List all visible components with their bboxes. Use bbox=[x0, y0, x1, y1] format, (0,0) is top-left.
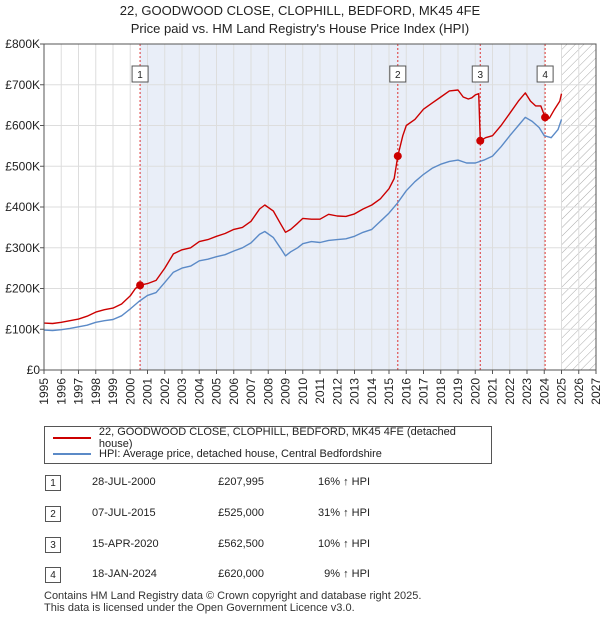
legend-label-hpi: HPI: Average price, detached house, Cent… bbox=[99, 448, 382, 460]
x-tick-label: 2020 bbox=[468, 378, 482, 405]
table-row: 4 18-JAN-2024 £620,000 9% ↑ HPI bbox=[0, 567, 600, 589]
y-tick-label: £0 bbox=[27, 363, 41, 377]
chart-title: 22, GOODWOOD CLOSE, CLOPHILL, BEDFORD, M… bbox=[119, 3, 481, 18]
table-row: 1 28-JUL-2000 £207,995 16% ↑ HPI bbox=[0, 475, 600, 497]
legend-label-property: 22, GOODWOOD CLOSE, CLOPHILL, BEDFORD, M… bbox=[98, 426, 456, 450]
sale-label-box bbox=[536, 65, 554, 83]
x-tick-label: 2018 bbox=[434, 378, 448, 405]
x-tick-label: 2007 bbox=[244, 378, 258, 405]
sale-date: 15-APR-2020 bbox=[92, 538, 159, 550]
x-tick-label: 1998 bbox=[89, 378, 103, 405]
y-tick-label: £700K bbox=[5, 78, 40, 92]
x-tick-label: 2027 bbox=[589, 378, 600, 405]
y-tick-label: £600K bbox=[5, 119, 40, 133]
table-row: 3 15-APR-2020 £562,500 10% ↑ HPI bbox=[0, 537, 600, 559]
legend-line-property bbox=[53, 437, 91, 439]
x-tick-label: 2008 bbox=[261, 378, 275, 405]
price-chart: 1 2 3 4 £0 £100K £200K £300K £400K £500K £600K £70… bbox=[5, 37, 600, 405]
x-tick-label: 2023 bbox=[520, 378, 534, 405]
footer: Contains HM Land Registry data © Crown c… bbox=[44, 590, 421, 614]
footer-license: This data is licensed under the Open Gov… bbox=[44, 602, 355, 614]
x-tick-label: 2005 bbox=[210, 378, 224, 405]
sale-price: £525,000 bbox=[218, 507, 264, 519]
x-tick-label: 2016 bbox=[399, 378, 413, 405]
x-tick-label: 1996 bbox=[54, 378, 68, 405]
sale-label-number: 2 bbox=[395, 70, 401, 81]
sale-date: 07-JUL-2015 bbox=[92, 507, 156, 519]
y-tick-label: £100K bbox=[5, 322, 40, 336]
legend-item-hpi: HPI: Average price, detached house, Cent… bbox=[53, 446, 382, 462]
sale-label-number: 4 bbox=[542, 70, 548, 81]
sale-price: £562,500 bbox=[218, 538, 264, 550]
sale-hpi-diff: 10% ↑ HPI bbox=[318, 538, 370, 550]
x-tick-label: 1995 bbox=[37, 378, 51, 405]
legend-line-hpi bbox=[53, 453, 91, 455]
x-tick-label: 2022 bbox=[503, 378, 517, 405]
sale-hpi-diff: 9% ↑ HPI bbox=[324, 568, 370, 580]
x-tick-label: 2024 bbox=[537, 378, 551, 405]
legend-item-property: 22, GOODWOOD CLOSE, CLOPHILL, BEDFORD, M… bbox=[53, 426, 491, 450]
x-tick-label: 1999 bbox=[106, 378, 120, 405]
sale-price: £620,000 bbox=[218, 568, 264, 580]
y-tick-label: £200K bbox=[5, 282, 40, 296]
sale-label-number: 1 bbox=[137, 70, 143, 81]
x-tick-label: 2012 bbox=[330, 378, 344, 405]
x-tick-label: 2017 bbox=[417, 378, 431, 405]
sale-point bbox=[476, 136, 485, 145]
x-tick-label: 1997 bbox=[72, 378, 86, 405]
footer-copyright: Contains HM Land Registry data © Crown c… bbox=[44, 590, 422, 602]
sale-number-badge: 1 bbox=[45, 475, 61, 491]
x-tick-label: 2009 bbox=[279, 378, 293, 405]
hpi-series-line bbox=[44, 116, 563, 332]
sale-number-badge: 3 bbox=[45, 537, 61, 553]
sale-point bbox=[136, 281, 145, 290]
sale-hpi-diff: 16% ↑ HPI bbox=[318, 476, 370, 488]
sale-point bbox=[393, 152, 402, 161]
sale-price: £207,995 bbox=[218, 476, 264, 488]
x-tick-label: 2004 bbox=[192, 378, 206, 405]
sale-date: 28-JUL-2000 bbox=[92, 476, 156, 488]
sale-hpi-diff: 31% ↑ HPI bbox=[318, 507, 370, 519]
x-tick-label: 2021 bbox=[486, 378, 500, 405]
sale-label-box bbox=[131, 65, 149, 83]
y-tick-label: £300K bbox=[5, 241, 40, 255]
sale-label-number: 3 bbox=[477, 70, 483, 81]
chart-subtitle: Price paid vs. HM Land Registry's House … bbox=[130, 21, 470, 36]
x-tick-label: 2013 bbox=[348, 378, 362, 405]
legend: 22, GOODWOOD CLOSE, CLOPHILL, BEDFORD, M… bbox=[44, 426, 492, 464]
sale-point bbox=[541, 113, 550, 122]
x-tick-label: 2011 bbox=[313, 378, 327, 404]
x-tick-label: 2000 bbox=[123, 378, 137, 405]
table-row: 2 07-JUL-2015 £525,000 31% ↑ HPI bbox=[0, 506, 600, 528]
x-tick-label: 2002 bbox=[158, 378, 172, 405]
sale-label-box bbox=[471, 65, 489, 83]
sale-label-box bbox=[389, 65, 407, 83]
x-tick-label: 2019 bbox=[451, 378, 465, 405]
sale-number-badge: 2 bbox=[45, 506, 61, 522]
y-tick-label: £800K bbox=[5, 37, 40, 51]
x-tick-label: 2025 bbox=[555, 378, 569, 405]
x-tick-label: 2006 bbox=[227, 378, 241, 405]
x-tick-label: 2001 bbox=[141, 378, 155, 405]
x-tick-label: 2010 bbox=[296, 378, 310, 405]
y-tick-label: £500K bbox=[5, 159, 40, 173]
x-tick-label: 2014 bbox=[365, 378, 379, 405]
y-tick-label: £400K bbox=[5, 200, 40, 214]
x-tick-label: 2015 bbox=[382, 378, 396, 405]
sale-date: 18-JAN-2024 bbox=[92, 568, 157, 580]
x-tick-label: 2003 bbox=[175, 378, 189, 405]
sale-number-badge: 4 bbox=[45, 567, 61, 583]
x-tick-label: 2026 bbox=[572, 378, 586, 405]
